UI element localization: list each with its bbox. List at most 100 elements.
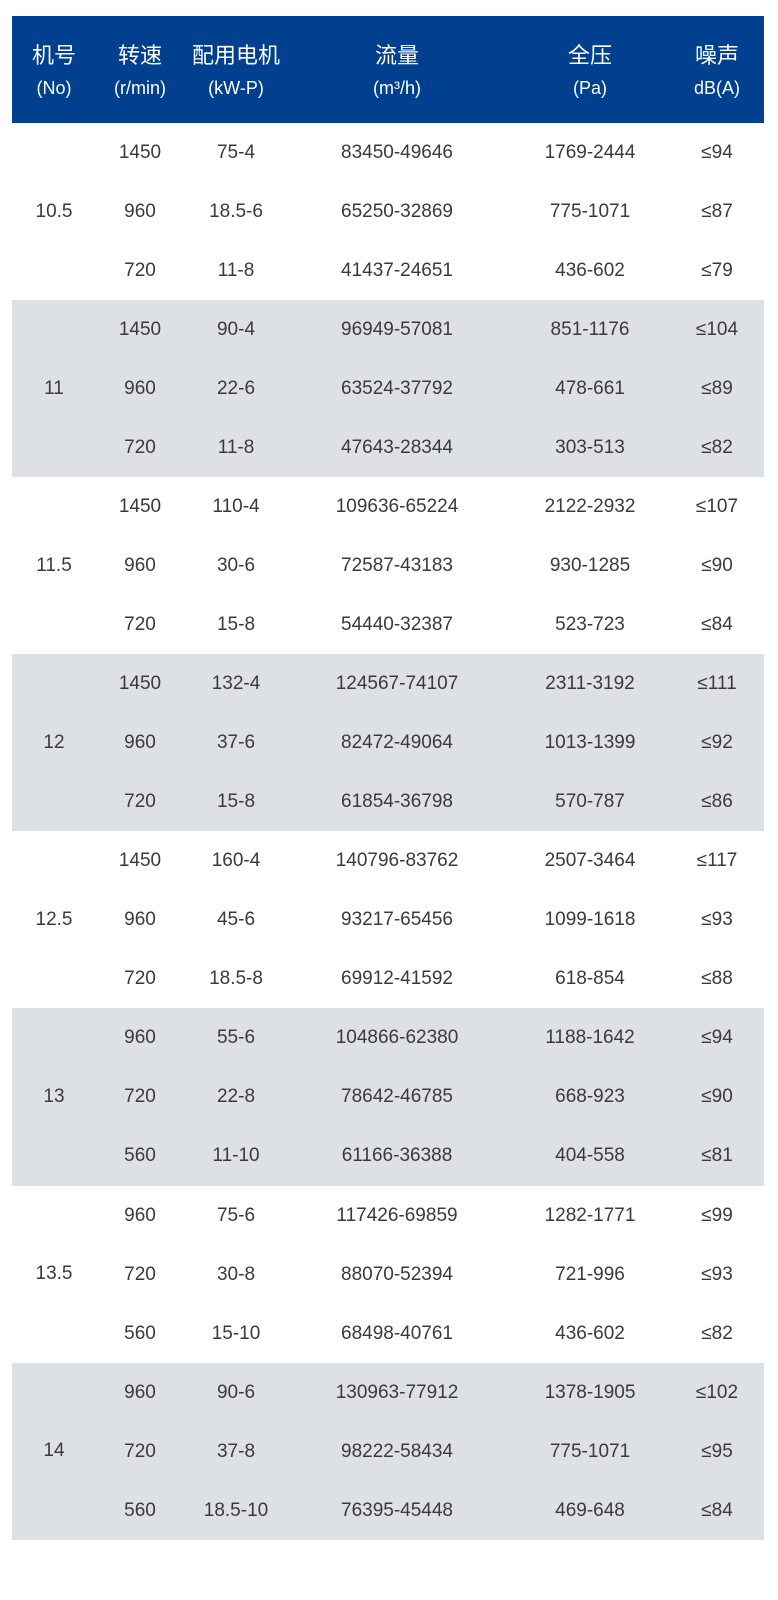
motor-cell: 90-6 — [216, 1381, 256, 1403]
noise-cell: ≤102 — [695, 1381, 739, 1403]
speed-cell: 960 — [124, 732, 156, 754]
noise-cell: ≤84 — [701, 614, 733, 636]
motor-cell: 22-8 — [216, 1086, 256, 1108]
model-no-cell: 13 — [43, 1086, 65, 1108]
speed-cell: 720 — [124, 614, 156, 636]
total-pressure-cell: 775-1071 — [549, 1440, 631, 1462]
total-pressure-cell: 851-1176 — [550, 319, 630, 341]
motor-cell: 132-4 — [211, 673, 261, 695]
speed-cell: 720 — [124, 791, 156, 813]
airflow-cell: 124567-74107 — [335, 673, 459, 695]
noise-cell: ≤87 — [701, 201, 733, 222]
total-pressure-cell: 1013-1399 — [544, 732, 636, 754]
motor-cell: 90-4 — [216, 319, 256, 341]
model-no-cell: 12 — [43, 731, 65, 753]
motor-cell: 18.5-6 — [209, 201, 263, 222]
model-group: 13 960 55-6 104866-62380 1188-1642 ≤94 720 22-8… — [12, 1008, 764, 1186]
header-label: 转速 — [117, 44, 163, 69]
total-pressure-cell: 1769-2444 — [544, 142, 636, 163]
total-pressure-cell: 2311-3192 — [545, 673, 635, 695]
model-group: 11.5 1450 110-4 109636-65224 2122-2932 ≤107 96… — [12, 477, 764, 654]
motor-cell: 75-6 — [216, 1204, 256, 1226]
motor-cell: 15-8 — [216, 791, 256, 813]
noise-cell: ≤93 — [701, 909, 733, 931]
speed-cell: 1450 — [118, 496, 162, 518]
motor-cell: 30-6 — [216, 555, 256, 577]
speed-cell: 1450 — [118, 142, 162, 163]
noise-cell: ≤82 — [701, 437, 733, 459]
total-pressure-cell: 436-602 — [555, 260, 625, 281]
motor-cell: 18.5-10 — [203, 1499, 269, 1521]
airflow-cell: 82472-49064 — [341, 732, 453, 754]
speed-cell: 560 — [124, 1322, 156, 1344]
model-no-cell: 11 — [44, 377, 64, 399]
speed-cell: 1450 — [118, 319, 162, 341]
total-pressure-cell: 930-1285 — [549, 555, 631, 577]
model-group: 12.5 1450 160-4 140796-83762 2507-3464 ≤117 96… — [12, 831, 764, 1008]
airflow-cell: 83450-49646 — [341, 142, 453, 163]
speed-cell: 960 — [124, 1204, 156, 1226]
total-pressure-cell: 1188-1642 — [545, 1027, 635, 1049]
airflow-cell: 117426-69859 — [336, 1204, 458, 1226]
speed-cell: 960 — [124, 555, 156, 577]
noise-cell: ≤90 — [701, 555, 733, 577]
header-label: 全压 — [567, 44, 613, 69]
motor-cell: 15-8 — [216, 614, 256, 636]
airflow-cell: 47643-28344 — [341, 437, 453, 459]
noise-cell: ≤117 — [696, 850, 738, 872]
motor-cell: 11-8 — [217, 437, 255, 459]
speed-cell: 720 — [124, 260, 156, 281]
noise-cell: ≤88 — [701, 968, 733, 990]
speed-cell: 560 — [124, 1499, 156, 1521]
speed-cell: 960 — [124, 909, 156, 931]
airflow-cell: 140796-83762 — [335, 850, 459, 872]
airflow-cell: 104866-62380 — [335, 1027, 459, 1049]
header-unit: (r/min) — [114, 78, 166, 98]
model-no-cell: 11.5 — [36, 554, 72, 576]
airflow-cell: 61854-36798 — [341, 791, 453, 813]
total-pressure-cell: 1378-1905 — [544, 1381, 636, 1403]
noise-cell: ≤86 — [701, 791, 733, 813]
model-group: 14 960 90-6 130963-77912 1378-1905 ≤102 720 37-… — [12, 1362, 764, 1540]
speed-cell: 560 — [124, 1145, 156, 1167]
noise-cell: ≤93 — [701, 1263, 733, 1285]
header-unit: dB(A) — [693, 78, 741, 98]
model-no-cell: 12.5 — [35, 908, 73, 930]
header-unit: (Pa) — [572, 78, 608, 98]
total-pressure-cell: 2507-3464 — [544, 850, 636, 872]
fan-spec-table: 机号 (No) 转速 (r/min) 配用电机 (kW-P) 流量 (m³/h) 全压 (Pa) 噪… — [12, 16, 764, 1540]
motor-cell: 18.5-8 — [209, 968, 263, 990]
airflow-cell: 54440-32387 — [341, 614, 453, 636]
airflow-cell: 69912-41592 — [341, 968, 453, 990]
table-header: 机号 (No) 转速 (r/min) 配用电机 (kW-P) 流量 (m³/h) 全压 (Pa) 噪… — [12, 16, 764, 123]
speed-cell: 960 — [124, 378, 156, 400]
airflow-cell: 72587-43183 — [341, 555, 453, 577]
total-pressure-cell: 618-854 — [555, 968, 625, 990]
total-pressure-cell: 721-996 — [555, 1263, 625, 1285]
motor-cell: 30-8 — [216, 1263, 256, 1285]
noise-cell: ≤79 — [701, 260, 733, 281]
airflow-cell: 96949-57081 — [341, 319, 453, 341]
airflow-cell: 65250-32869 — [341, 201, 453, 222]
speed-cell: 1450 — [118, 850, 162, 872]
header-unit: (No) — [36, 78, 72, 98]
total-pressure-cell: 436-602 — [555, 1322, 625, 1344]
motor-cell: 37-8 — [216, 1440, 256, 1462]
speed-cell: 720 — [124, 968, 156, 990]
total-pressure-cell: 303-513 — [555, 437, 625, 459]
header-label: 配用电机 — [191, 44, 281, 69]
model-no-cell: 10.5 — [35, 200, 73, 222]
motor-cell: 160-4 — [211, 850, 261, 872]
header-unit: (kW-P) — [208, 78, 264, 98]
model-no-cell: 13.5 — [35, 1263, 73, 1285]
total-pressure-cell: 469-648 — [555, 1499, 625, 1521]
total-pressure-cell: 1099-1618 — [544, 909, 636, 931]
model-no-cell: 14 — [43, 1440, 65, 1462]
airflow-cell: 78642-46785 — [341, 1086, 453, 1108]
header-unit: (m³/h) — [373, 78, 421, 98]
header-label: 噪声 — [694, 44, 740, 69]
noise-cell: ≤95 — [701, 1440, 733, 1462]
model-group: 11 1450 90-4 96949-57081 851-1176 ≤104 960 22-6… — [12, 300, 764, 478]
noise-cell: ≤81 — [701, 1145, 733, 1167]
noise-cell: ≤89 — [701, 378, 733, 400]
